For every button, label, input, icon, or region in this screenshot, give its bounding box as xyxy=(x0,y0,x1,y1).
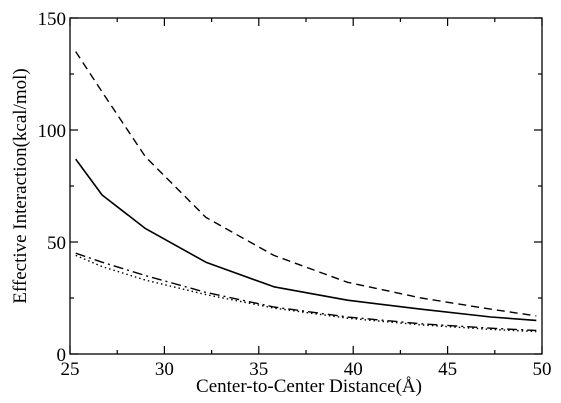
series-line-dotted xyxy=(75,254,537,333)
x-tick-label: 45 xyxy=(438,359,457,380)
x-tick-label: 25 xyxy=(61,359,80,380)
y-tick-label: 50 xyxy=(47,233,66,254)
x-axis-title: Center-to-Center Distance(Å) xyxy=(196,376,422,397)
series-line-dash-dot xyxy=(75,252,537,332)
x-tick-label: 50 xyxy=(533,359,552,380)
y-axis-title: Effective Interaction(kcal/mol) xyxy=(10,68,31,303)
series-line-dashed xyxy=(75,51,537,317)
y-tick-label: 150 xyxy=(38,9,67,30)
x-tick-label: 30 xyxy=(155,359,174,380)
series-line-solid xyxy=(75,158,537,322)
x-tick-label: 40 xyxy=(344,359,363,380)
y-tick-label: 100 xyxy=(38,121,67,142)
x-tick-label: 35 xyxy=(249,359,268,380)
y-tick-label: 0 xyxy=(57,345,67,366)
plot-area-frame xyxy=(69,17,543,355)
